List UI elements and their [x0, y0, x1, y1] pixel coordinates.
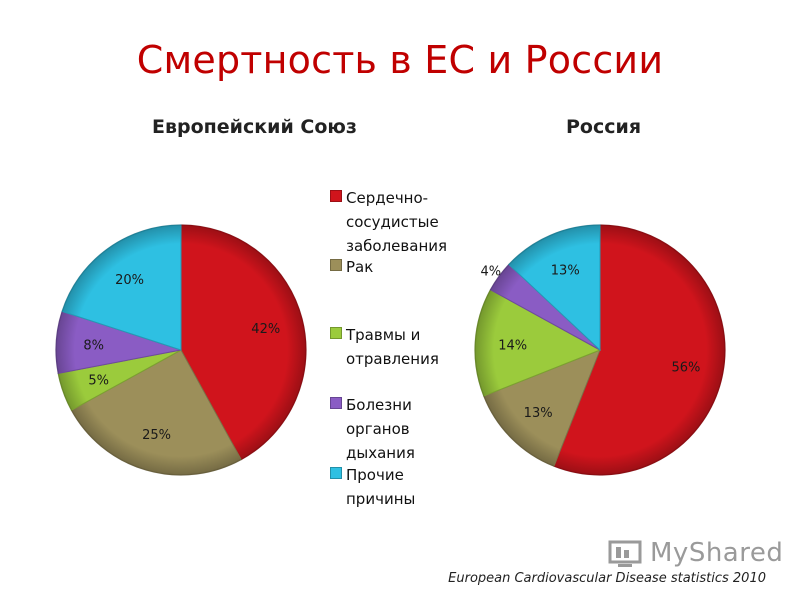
legend-swatch-respiratory — [330, 397, 342, 409]
russia-slice-other — [508, 224, 601, 352]
source-caption: European Cardiovascular Disease statisti… — [448, 571, 766, 586]
legend-label-cardiovascular: Сердечно-сосудистые заболевания — [346, 189, 448, 255]
page-title: Смертность в ЕС и России — [136, 38, 664, 82]
eu-label-cancer: 25% — [142, 428, 171, 443]
eu-chart-title: Европейский Союз — [152, 116, 357, 138]
legend-swatch-injuries — [330, 327, 342, 339]
eu-label-cardiovascular: 42% — [251, 322, 280, 337]
eu-label-injuries: 5% — [88, 374, 109, 389]
russia-slice-injuries — [474, 289, 602, 397]
legend-label-injuries: Травмы и отравления — [346, 326, 439, 368]
eu-label-respiratory: 8% — [83, 339, 104, 354]
legend-label-other: Прочие причины — [346, 466, 416, 508]
eu-slice-other — [61, 224, 182, 351]
russia-label-respiratory: 4% — [480, 265, 501, 280]
watermark-text: MyShared — [650, 538, 784, 568]
monitor-icon — [608, 540, 642, 567]
eu-pie: 42% 25% 5% 8% 20% — [55, 224, 307, 476]
eu-slice-cardiovascular — [180, 224, 307, 461]
legend-swatch-cardiovascular — [330, 190, 342, 202]
russia-label-injuries: 14% — [498, 339, 527, 354]
legend-label-cancer: Рак — [346, 258, 374, 276]
russia-pie: 56% 13% 14% 4% 13% — [474, 224, 726, 476]
eu-pie-outline — [55, 224, 307, 476]
russia-label-cardiovascular: 56% — [671, 360, 700, 375]
legend-swatch-cancer — [330, 259, 342, 271]
eu-slice-cancer — [70, 349, 242, 476]
russia-slice-cancer — [483, 349, 601, 467]
legend-swatch-other — [330, 467, 342, 479]
russia-label-cancer: 13% — [524, 406, 553, 421]
eu-label-other: 20% — [115, 273, 144, 288]
russia-chart-title: Россия — [566, 116, 642, 138]
myshared-watermark: MyShared — [606, 536, 783, 572]
legend-label-respiratory: Болезни органов дыхания — [346, 396, 415, 462]
russia-label-other: 13% — [551, 264, 580, 279]
russia-slice-cardiovascular — [553, 224, 726, 476]
russia-pie-outline — [474, 224, 726, 476]
